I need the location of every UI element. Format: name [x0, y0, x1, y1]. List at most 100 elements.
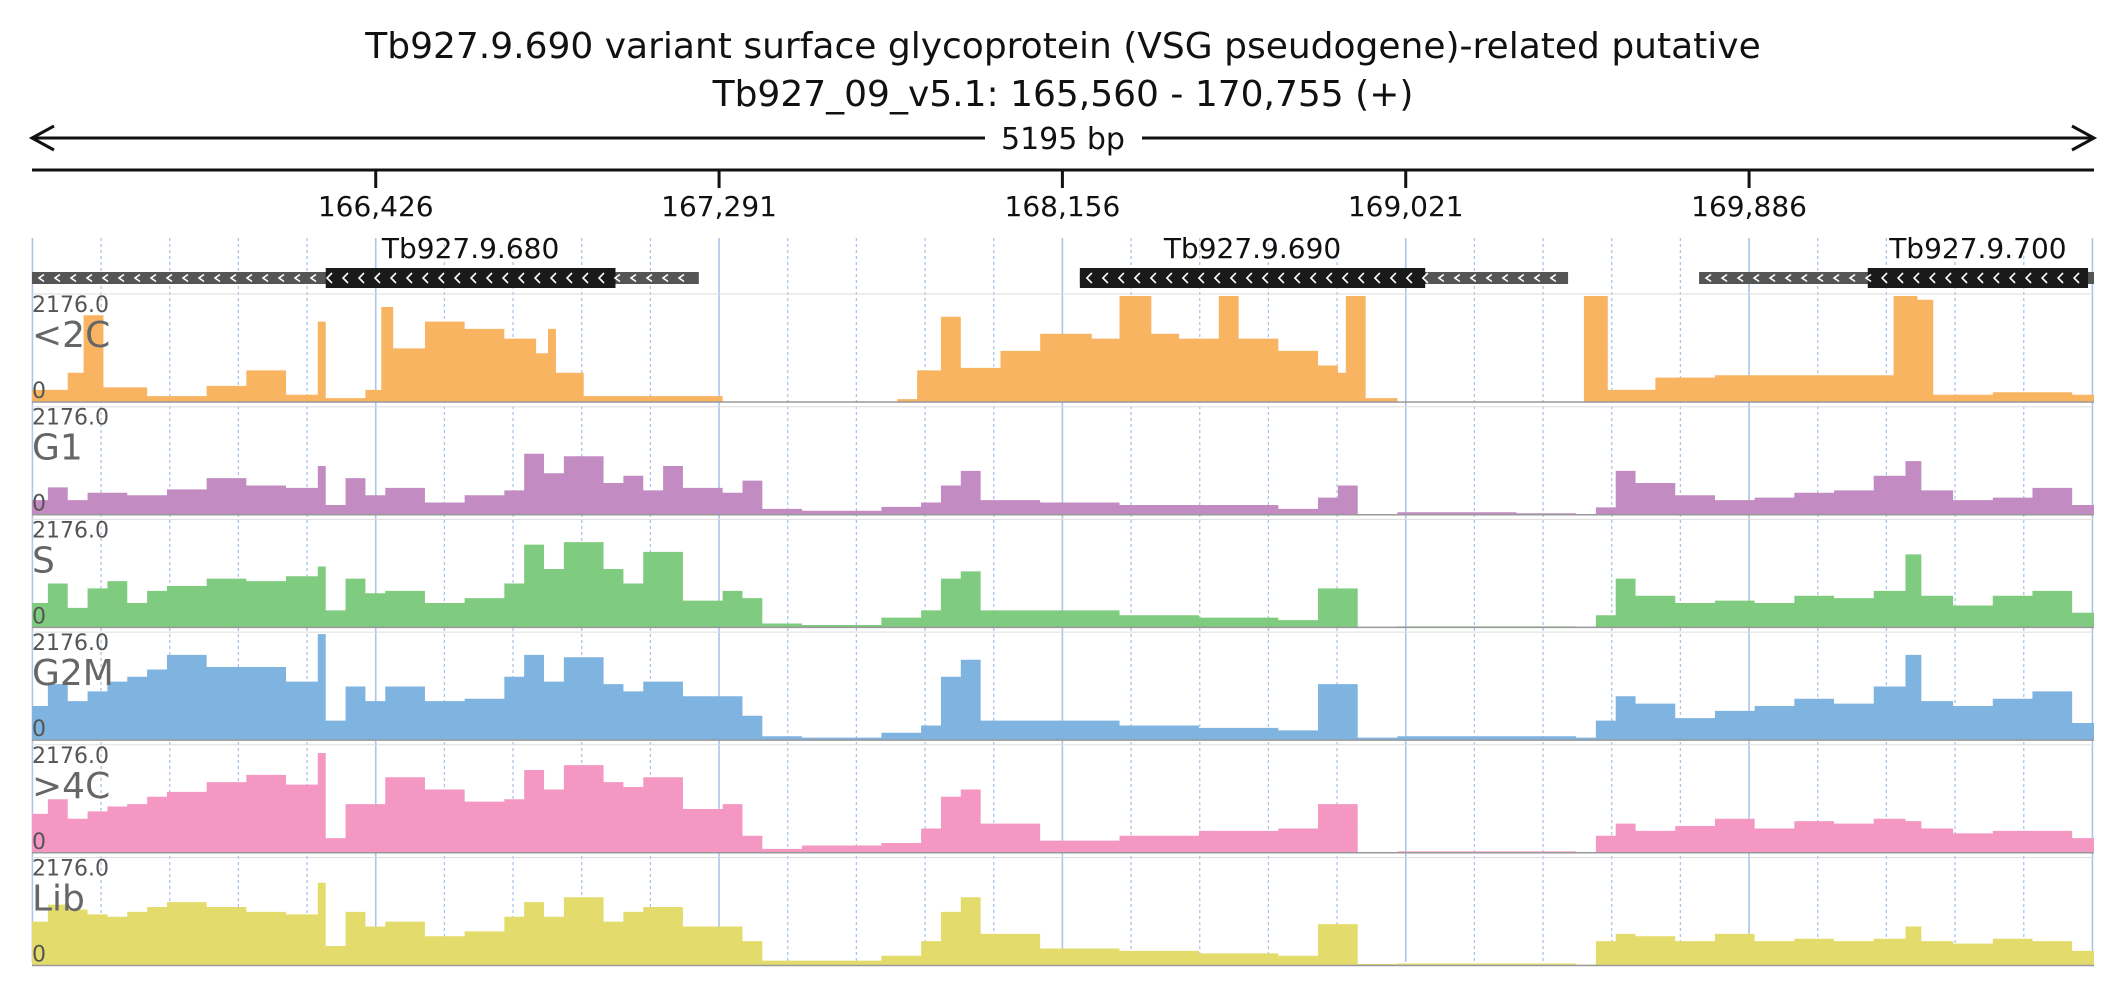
track-ymax-label: 2176.0 [32, 744, 109, 769]
strand-chevron [277, 273, 285, 283]
track-ymin-label: 0 [32, 717, 46, 742]
track-name: >4C [32, 766, 110, 807]
gene-feature[interactable]: Tb927.9.700 [1699, 232, 2094, 288]
strand-chevron [1944, 272, 1952, 284]
strand-chevron [1912, 272, 1920, 284]
strand-chevron [1784, 273, 1792, 283]
strand-chevron [133, 273, 141, 283]
track-G1: 2176.0G1 0 [32, 406, 2094, 517]
locus-label: Tb927_09_v5.1: 165,560 - 170,755 (+) [712, 74, 1414, 115]
gene-feature[interactable]: Tb927.9.690 [1079, 232, 1569, 288]
strand-chevron [1880, 272, 1888, 284]
ruler-tick-label: 169,886 [1691, 190, 1807, 223]
strand-chevron [1373, 272, 1381, 284]
strand-chevron [261, 273, 269, 283]
track-name: <2C [32, 315, 110, 356]
strand-chevron [117, 273, 125, 283]
strand-chevron [1832, 273, 1840, 283]
strand-chevron [165, 273, 173, 283]
strand-chevron [1293, 272, 1301, 284]
strand-chevron [517, 272, 525, 284]
strand-chevron [1213, 272, 1221, 284]
strand-chevron [357, 272, 365, 284]
coverage-tracks: 2176.0<2C02176.0G102176.0S02176.0G2M0217… [32, 293, 2094, 968]
strand-chevron [2040, 272, 2048, 284]
strand-chevron [309, 273, 317, 283]
strand-chevron [245, 273, 253, 283]
strand-chevron [453, 272, 461, 284]
strand-chevron [501, 272, 509, 284]
strand-chevron [469, 272, 477, 284]
span-label: 5195 bp [1001, 122, 1125, 157]
ruler-ticks: 166,426 167,291 168,156 169,021 169,886 [318, 170, 1807, 223]
track-ymax-label: 2176.0 [32, 631, 109, 656]
strand-chevron [597, 272, 605, 284]
strand-chevron [1768, 273, 1776, 283]
strand-chevron [325, 272, 333, 284]
strand-chevron [1517, 273, 1525, 283]
strand-chevron [1277, 272, 1285, 284]
strand-chevron [1101, 272, 1109, 284]
strand-chevron [53, 273, 61, 283]
coverage-area [32, 542, 2094, 628]
gene-label: Tb927.9.690 [1163, 232, 1341, 265]
coverage-area [32, 296, 2094, 402]
track-ymin-label: 0 [32, 604, 46, 629]
strand-chevron [69, 273, 77, 283]
strand-chevron [1389, 272, 1397, 284]
strand-chevron [1181, 272, 1189, 284]
coverage-area [32, 752, 2094, 853]
strand-chevron [1197, 272, 1205, 284]
track-ymax-label: 2176.0 [32, 518, 109, 543]
strand-chevron [213, 273, 221, 283]
ruler-tick-label: 168,156 [1005, 190, 1121, 223]
strand-chevron [2024, 272, 2032, 284]
strand-chevron [421, 272, 429, 284]
strand-chevron [1533, 273, 1541, 283]
strand-chevron [1085, 272, 1093, 284]
strand-chevron [1848, 273, 1856, 283]
strand-chevron [1149, 272, 1157, 284]
track-ymin-label: 0 [32, 830, 46, 855]
strand-chevron [1405, 272, 1413, 284]
track-name: Lib [32, 879, 85, 920]
strand-chevron [1928, 272, 1936, 284]
coverage-area [32, 634, 2094, 741]
gene-label: Tb927.9.680 [381, 232, 559, 265]
track-ymax-label: 2176.0 [32, 406, 109, 431]
strand-chevron [1229, 272, 1237, 284]
strand-chevron [197, 273, 205, 283]
strand-chevron [1992, 272, 2000, 284]
strand-chevron [2056, 272, 2064, 284]
strand-chevron [37, 273, 45, 283]
track-name: G1 [32, 428, 83, 469]
strand-chevron [1864, 273, 1872, 283]
strand-chevron [581, 272, 589, 284]
ruler-tick-label: 166,426 [318, 190, 434, 223]
track-ymin-label: 0 [32, 379, 46, 404]
strand-chevron [533, 272, 541, 284]
track-ymin-label: 0 [32, 943, 46, 968]
strand-chevron [1309, 272, 1317, 284]
strand-chevron [181, 273, 189, 283]
gene-feature[interactable]: Tb927.9.680 [32, 232, 699, 288]
strand-chevron [485, 272, 493, 284]
strand-chevron [101, 273, 109, 283]
strand-chevron [229, 273, 237, 283]
track-name: G2M [32, 653, 114, 694]
strand-chevron [1453, 273, 1461, 283]
strand-chevron [341, 272, 349, 284]
span-arrow [28, 124, 2098, 152]
track-ymax-label: 2176.0 [32, 857, 109, 882]
track-ymin-label: 0 [32, 492, 46, 517]
strand-chevron [85, 273, 93, 283]
strand-chevron [293, 273, 301, 283]
strand-chevron [1549, 273, 1557, 283]
strand-chevron [1325, 272, 1333, 284]
gene-track: Tb927.9.680 Tb927.9.690 Tb927.9.700 [32, 232, 2094, 288]
strand-chevron [2008, 272, 2016, 284]
strand-chevron [1976, 272, 1984, 284]
track-S: 2176.0S 0 [32, 518, 2094, 629]
chart-title: Tb927.9.690 variant surface glycoprotein… [364, 26, 1761, 67]
